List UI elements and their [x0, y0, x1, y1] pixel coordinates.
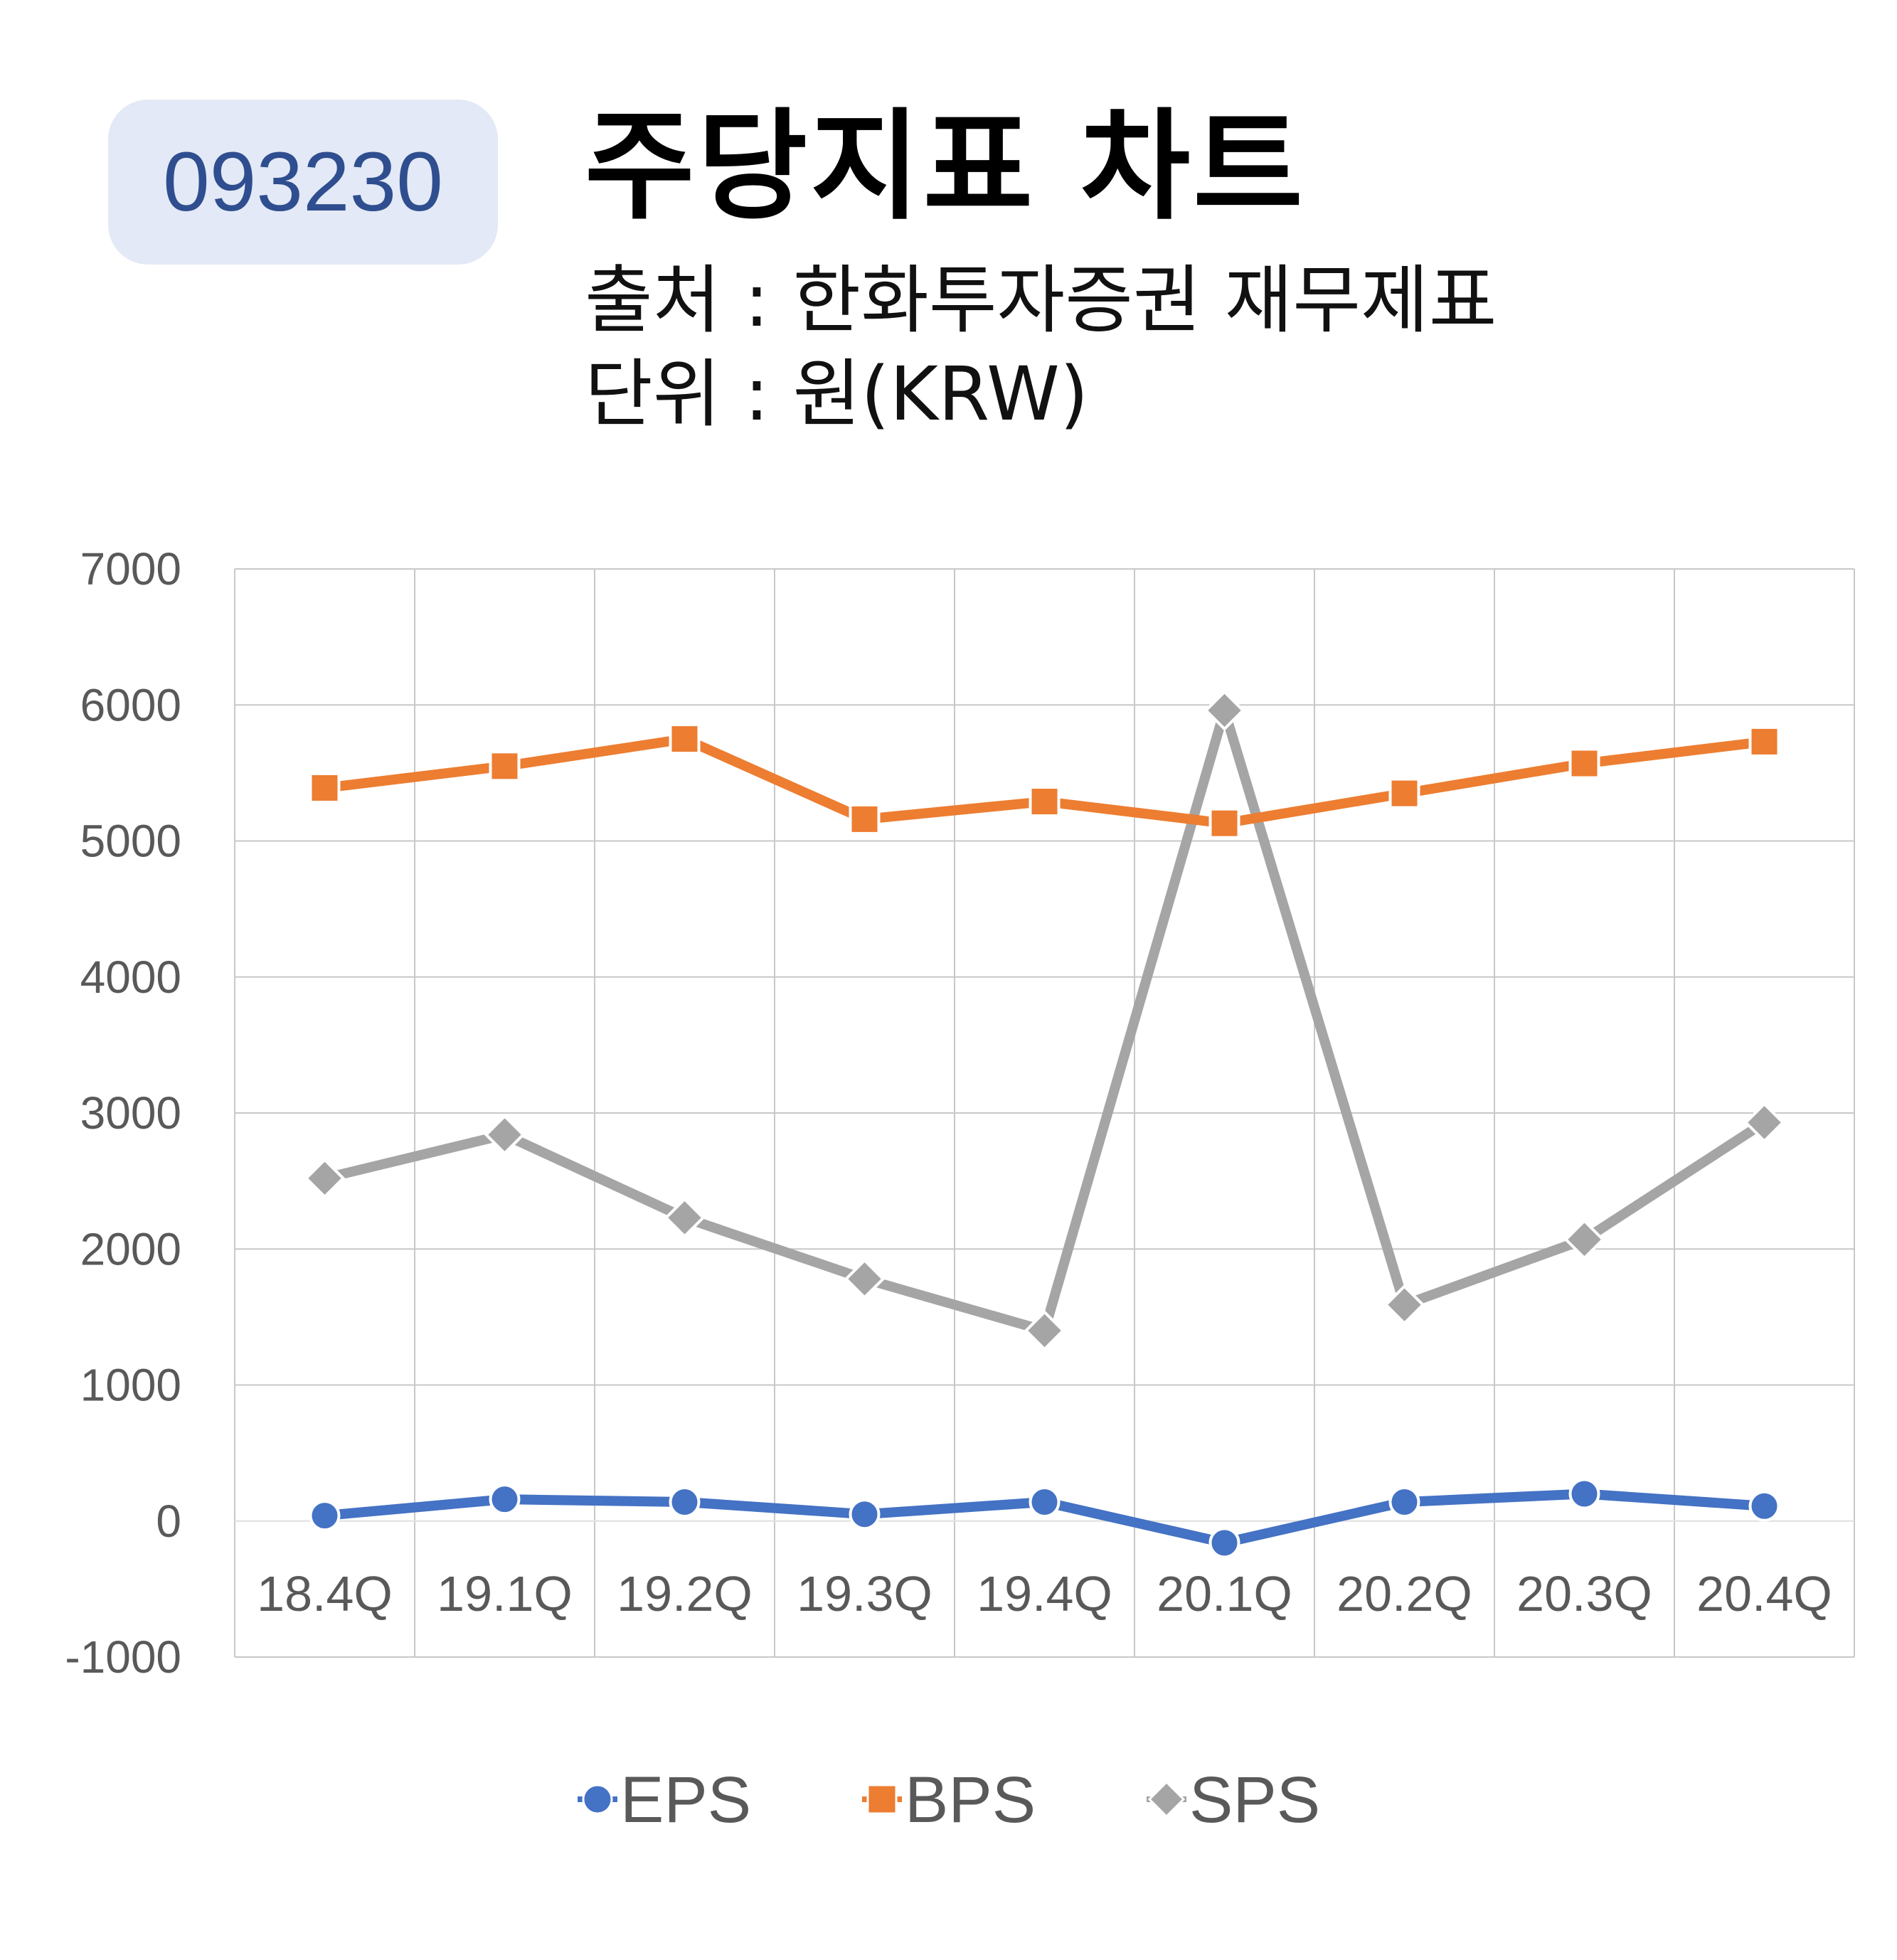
sps-point — [304, 1157, 346, 1199]
y-tick-label: 4000 — [80, 952, 181, 1003]
x-axis: 18.4Q 19.1Q 19.2Q 19.3Q 19.4Q 20.1Q 20.2Q 20.3Q… — [257, 1566, 1832, 1621]
x-tick-label: 20.2Q — [1337, 1566, 1472, 1621]
y-tick-label: 7000 — [80, 543, 181, 595]
eps-point — [309, 1500, 341, 1532]
x-tick-label: 20.3Q — [1516, 1566, 1652, 1621]
bps-point — [849, 803, 881, 835]
bps-point — [1388, 777, 1420, 809]
y-tick-label: 1000 — [80, 1360, 181, 1411]
legend-marker-square — [866, 1784, 898, 1815]
x-tick-label: 19.2Q — [617, 1566, 753, 1621]
series-sps — [304, 690, 1785, 1351]
sps-point — [664, 1197, 706, 1239]
eps-point — [1029, 1486, 1061, 1518]
y-axis: -1000 0 1000 2000 3000 4000 5000 6000 7000 — [65, 543, 181, 1683]
x-tick-label: 18.4Q — [257, 1566, 393, 1621]
eps-point — [1748, 1490, 1780, 1522]
legend-item-bps: BPS — [862, 1764, 1036, 1836]
bps-point — [309, 772, 341, 804]
x-tick-label: 19.3Q — [797, 1566, 932, 1621]
x-tick-label: 19.1Q — [437, 1566, 573, 1621]
ticker-badge: 093230 — [108, 100, 498, 265]
eps-point — [1208, 1527, 1240, 1559]
sps-point — [844, 1258, 886, 1300]
unit-label: 단위 : 원(KRW) — [585, 351, 1089, 437]
legend-label: BPS — [905, 1764, 1036, 1836]
eps-point — [489, 1484, 521, 1516]
x-tick-label: 19.4Q — [977, 1566, 1112, 1621]
legend-label: EPS — [620, 1764, 751, 1836]
x-tick-label: 20.4Q — [1696, 1566, 1832, 1621]
y-tick-label: 0 — [156, 1496, 181, 1547]
chart-title: 주당지표 차트 — [585, 97, 1306, 236]
bps-point — [1208, 807, 1240, 839]
eps-point — [1388, 1486, 1420, 1518]
bps-point — [489, 750, 521, 782]
legend: EPS BPS SPS — [578, 1764, 1320, 1836]
eps-point — [669, 1486, 701, 1518]
sps-point — [1743, 1102, 1785, 1144]
legend-marker-circle — [582, 1784, 613, 1815]
x-tick-label: 20.1Q — [1157, 1566, 1292, 1621]
y-tick-label: 6000 — [80, 679, 181, 730]
sps-point — [1203, 690, 1245, 731]
y-tick-label: 5000 — [80, 816, 181, 867]
series-bps — [309, 723, 1780, 839]
y-tick-label: -1000 — [65, 1631, 181, 1683]
bps-point — [1029, 786, 1061, 818]
sps-point — [484, 1114, 526, 1156]
sps-point — [1383, 1284, 1425, 1326]
sps-point — [1563, 1219, 1605, 1260]
legend-label: SPS — [1189, 1764, 1320, 1836]
eps-point — [1568, 1478, 1600, 1510]
bps-point — [1568, 747, 1600, 779]
series-eps — [309, 1478, 1780, 1559]
series — [304, 690, 1785, 1559]
legend-item-sps: SPS — [1147, 1764, 1320, 1836]
y-tick-label: 2000 — [80, 1223, 181, 1274]
legend-item-eps: EPS — [578, 1764, 751, 1836]
source-label: 출처 : 한화투자증권 재무제표 — [585, 257, 1497, 343]
bps-point — [1748, 725, 1780, 757]
eps-point — [849, 1498, 881, 1530]
bps-point — [669, 723, 701, 755]
y-tick-label: 3000 — [80, 1087, 181, 1139]
legend-marker-diamond — [1147, 1780, 1186, 1818]
sps-point — [1024, 1310, 1066, 1351]
